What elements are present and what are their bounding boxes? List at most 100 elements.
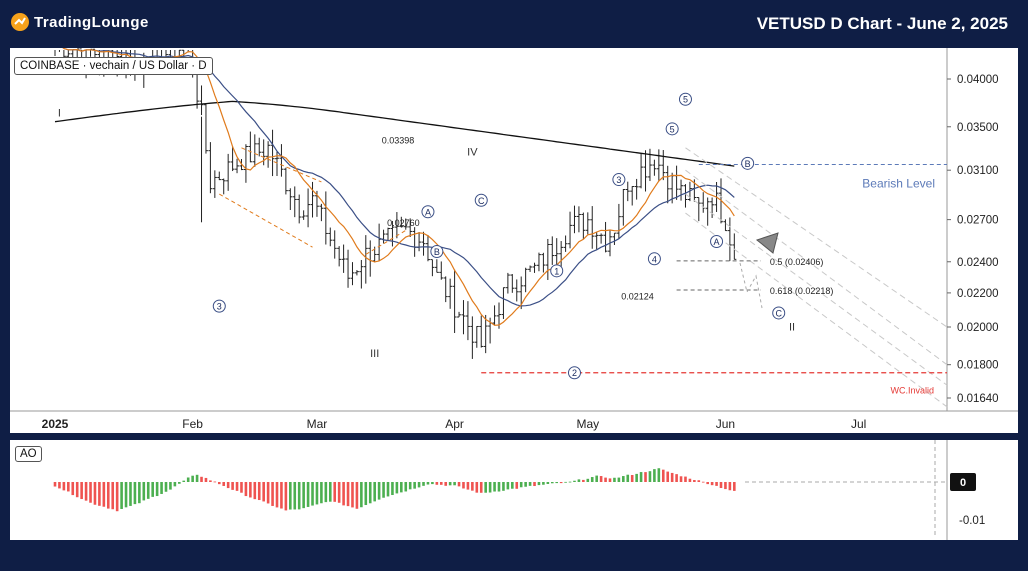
price-chart-svg[interactable]: 0.04000 0.03500 0.03100 0.02700 0.02400 0.022… [10, 39, 1018, 433]
wave-label-circle [647, 252, 661, 266]
ao-bar [368, 482, 372, 504]
ao-bar [453, 482, 456, 486]
ao-bar [435, 482, 439, 485]
channel-line [219, 193, 313, 248]
ao-panel[interactable]: 0-0.010 AO [10, 440, 1018, 540]
ao-bar [62, 482, 66, 491]
ao-bar [395, 482, 399, 494]
price-tick-label: 0.02700 [957, 215, 999, 227]
ao-bar [519, 482, 523, 488]
ao-bar [80, 482, 83, 500]
ao-bar [533, 482, 536, 487]
ao-bar [84, 482, 88, 501]
ao-bar [226, 482, 230, 489]
time-tick-label: Apr [445, 417, 464, 431]
ao-bar [644, 472, 647, 482]
wave-label-circle [567, 366, 581, 380]
channel-line [365, 229, 407, 255]
ao-bar [688, 478, 692, 482]
ao-bar [661, 469, 665, 482]
wave-label-circle [430, 244, 444, 258]
wave-label-circle [212, 299, 226, 313]
roman-wave-label: II [789, 322, 795, 334]
ao-bar [209, 480, 212, 482]
symbol-label: COINBASE · vechain / US Dollar · D [14, 57, 213, 75]
ao-bar [413, 482, 416, 489]
ao-bar [213, 481, 217, 483]
ao-bar [275, 482, 279, 508]
ao-bar [377, 482, 381, 500]
ao-bar [484, 482, 487, 493]
ao-bar [235, 482, 239, 491]
ao-bar [67, 482, 70, 492]
ao-bar [244, 482, 248, 497]
ao-bar [257, 482, 261, 501]
projection-line [685, 212, 948, 408]
ao-bar [599, 476, 603, 482]
ao-bar [693, 480, 696, 482]
ao-bar [630, 475, 634, 482]
price-chart-panel[interactable]: 0.04000 0.03500 0.03100 0.02700 0.02400 0.022… [10, 39, 1018, 433]
brand-logo-icon [11, 13, 29, 31]
ao-current-value: 0 [960, 477, 966, 489]
channel-line [241, 147, 322, 183]
ao-bar [138, 482, 141, 504]
ao-bar [457, 482, 461, 487]
wave-label: 5 [670, 124, 675, 134]
wc-invalid-label: WC.Invalid [890, 386, 934, 396]
wave-label-circle [678, 92, 692, 106]
ao-bar [404, 482, 408, 492]
ao-bar [537, 482, 541, 486]
ao-bar [706, 482, 709, 485]
price-label: 0.03398 [382, 135, 415, 145]
ao-bar [568, 481, 572, 483]
price-tick-label: 0.01800 [957, 360, 999, 372]
ao-bar [550, 482, 554, 484]
ao-bar [53, 482, 57, 487]
price-tick-label: 0.02200 [957, 288, 999, 300]
wave-label: A [425, 207, 431, 217]
ao-bar [542, 482, 545, 485]
ao-bar [151, 482, 154, 497]
ao-bar [670, 472, 674, 482]
fib-05-label: 0.5 (0.02406) [770, 257, 824, 267]
price-tick-label: 0.02000 [957, 322, 999, 334]
ao-bar [506, 482, 510, 490]
ao-bar [724, 482, 727, 490]
ao-bar [626, 474, 630, 482]
price-tick-label: 0.02400 [957, 257, 999, 269]
ao-bar [515, 482, 519, 489]
time-tick-label: Mar [307, 417, 328, 431]
ao-bar [253, 482, 257, 500]
ao-bar [386, 482, 390, 497]
ao-bar [324, 482, 328, 503]
wave-label: 1 [554, 266, 559, 276]
ao-bar [444, 482, 448, 486]
wave-label-circle [550, 264, 564, 278]
ao-bar [462, 482, 465, 489]
ao-bar [408, 482, 412, 490]
ao-bar [493, 482, 496, 492]
ao-bar [382, 482, 385, 498]
ao-bar [200, 476, 203, 482]
projection-path [739, 262, 763, 309]
ao-bar [360, 482, 363, 508]
wave-label: 3 [217, 302, 222, 312]
price-bars-group [53, 39, 737, 359]
ao-bar [58, 482, 61, 489]
wave-label: B [434, 247, 440, 257]
ao-bar [155, 482, 159, 497]
wave-label: C [478, 196, 485, 206]
ao-bar [590, 477, 594, 482]
ao-bar [373, 482, 376, 502]
ao-bar [337, 482, 341, 503]
ao-bar [89, 482, 92, 503]
ao-bar [315, 482, 319, 505]
projection-line [685, 193, 948, 386]
ao-bar [648, 471, 652, 482]
ao-bar [719, 482, 723, 489]
ao-bar [546, 482, 550, 484]
ao-indicator-label: AO [15, 446, 42, 462]
ao-bar [431, 482, 434, 485]
ao-chart-svg[interactable]: 0-0.010 [10, 440, 1018, 540]
